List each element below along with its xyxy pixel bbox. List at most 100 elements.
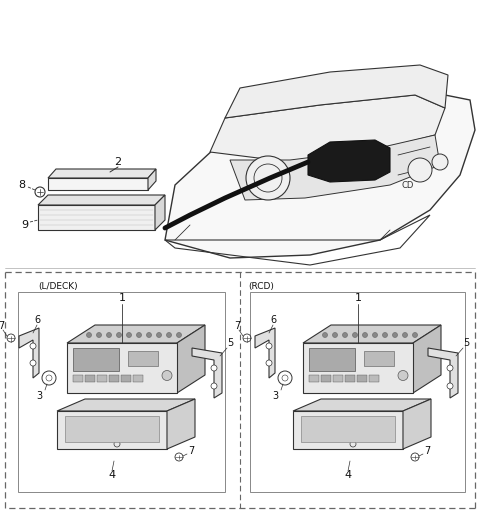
Circle shape [167, 332, 171, 337]
Text: (RCD): (RCD) [248, 282, 274, 291]
Bar [128, 351, 158, 366]
Polygon shape [192, 348, 222, 398]
Text: 1: 1 [355, 293, 361, 303]
Circle shape [146, 332, 152, 337]
Circle shape [211, 365, 217, 371]
Circle shape [127, 332, 132, 337]
Circle shape [30, 360, 36, 366]
Text: 7: 7 [424, 446, 430, 456]
Bar [345, 374, 355, 381]
Circle shape [156, 332, 161, 337]
Polygon shape [225, 65, 448, 118]
Circle shape [447, 383, 453, 389]
Circle shape [323, 332, 327, 337]
Polygon shape [48, 178, 148, 190]
Circle shape [107, 332, 111, 337]
Circle shape [383, 332, 387, 337]
Polygon shape [38, 195, 165, 205]
Text: 5: 5 [227, 338, 233, 348]
Text: 7: 7 [234, 321, 240, 331]
Circle shape [372, 332, 377, 337]
Circle shape [136, 332, 142, 337]
Circle shape [177, 332, 181, 337]
Bar [67, 343, 177, 393]
Circle shape [403, 332, 408, 337]
Bar [321, 374, 331, 381]
Bar [333, 374, 343, 381]
Text: 8: 8 [18, 180, 25, 190]
Polygon shape [293, 411, 403, 449]
Bar [18, 292, 225, 492]
Polygon shape [293, 399, 431, 411]
Bar [109, 374, 119, 381]
Bar [65, 416, 159, 442]
Circle shape [447, 365, 453, 371]
Bar [121, 374, 131, 381]
Circle shape [432, 154, 448, 170]
Circle shape [162, 371, 172, 380]
Polygon shape [308, 140, 390, 182]
Circle shape [246, 156, 290, 200]
Bar [309, 348, 355, 371]
Polygon shape [230, 135, 440, 200]
Text: 6: 6 [34, 315, 40, 325]
Text: 2: 2 [114, 157, 121, 167]
Polygon shape [428, 348, 458, 398]
Bar [250, 292, 465, 492]
Polygon shape [167, 399, 195, 449]
Circle shape [211, 383, 217, 389]
Circle shape [333, 332, 337, 337]
Bar [73, 348, 119, 371]
Polygon shape [155, 195, 165, 230]
Circle shape [393, 332, 397, 337]
Polygon shape [210, 95, 445, 162]
Bar [73, 374, 83, 381]
Text: 7: 7 [188, 446, 194, 456]
Text: 9: 9 [22, 220, 29, 230]
Circle shape [343, 332, 348, 337]
Circle shape [266, 343, 272, 349]
Polygon shape [165, 90, 475, 258]
Polygon shape [148, 169, 156, 190]
Polygon shape [48, 169, 156, 178]
Circle shape [398, 371, 408, 380]
Circle shape [86, 332, 92, 337]
Text: 4: 4 [345, 470, 351, 480]
Text: CD: CD [402, 181, 414, 189]
Text: 3: 3 [272, 391, 278, 401]
Bar [85, 374, 95, 381]
Circle shape [266, 360, 272, 366]
Text: 6: 6 [270, 315, 276, 325]
Circle shape [96, 332, 101, 337]
Circle shape [408, 158, 432, 182]
Polygon shape [19, 328, 39, 378]
Bar [357, 374, 367, 381]
Text: 5: 5 [463, 338, 469, 348]
Text: 4: 4 [108, 470, 116, 480]
Polygon shape [403, 399, 431, 449]
Bar [369, 374, 379, 381]
Bar [363, 351, 394, 366]
Polygon shape [38, 205, 155, 230]
Bar [301, 416, 395, 442]
Text: (L/DECK): (L/DECK) [38, 282, 78, 291]
Bar [133, 374, 143, 381]
Polygon shape [57, 411, 167, 449]
Circle shape [362, 332, 368, 337]
Text: 7: 7 [0, 321, 4, 331]
Bar [97, 374, 107, 381]
Circle shape [30, 343, 36, 349]
Bar [309, 374, 319, 381]
Polygon shape [413, 325, 441, 393]
Circle shape [352, 332, 358, 337]
Text: 1: 1 [119, 293, 125, 303]
Bar [303, 343, 413, 393]
Polygon shape [177, 325, 205, 393]
Polygon shape [57, 399, 195, 411]
Circle shape [117, 332, 121, 337]
Polygon shape [303, 325, 441, 343]
Polygon shape [67, 325, 205, 343]
Text: 3: 3 [36, 391, 42, 401]
Circle shape [412, 332, 418, 337]
Polygon shape [255, 328, 275, 378]
